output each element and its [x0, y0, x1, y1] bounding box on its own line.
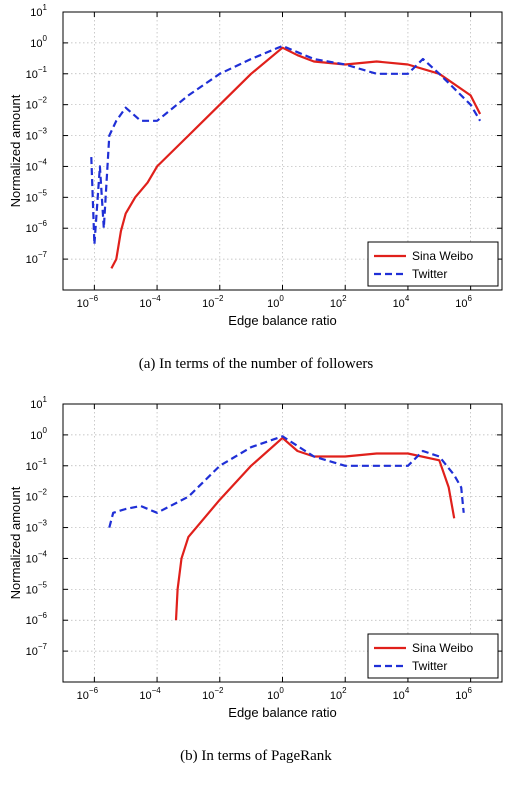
chart-panel-b: 10−6 10−4 10−2 100 102 104 106 10−7 10−6 10−5 10−4… [0, 392, 512, 785]
y-tick-label: 10−1 [26, 457, 48, 473]
chart-b: 10−6 10−4 10−2 100 102 104 106 10−7 10−6 10−5 10−4… [8, 395, 503, 720]
y-tick-label: 10−6 [26, 611, 48, 627]
x-tick-label: 102 [330, 686, 347, 702]
y-tick-label: 10−2 [26, 96, 48, 112]
caption-b: (b) In terms of PageRank [180, 748, 332, 764]
x-tick-label: 102 [330, 294, 347, 310]
y-tick-label: 10−7 [26, 642, 48, 658]
legend-box [367, 241, 499, 287]
y-tick-label: 10−6 [26, 219, 48, 235]
y-tick-label: 10−7 [26, 250, 48, 266]
y-tick-label: 100 [30, 426, 47, 442]
y-tick-label: 10−3 [26, 519, 48, 535]
x-tick-label: 10−2 [202, 294, 224, 310]
chart-a: 10−6 10−4 10−2 100 102 104 106 10−7 10−6 10−5 10−4… [8, 3, 503, 328]
y-tick-label: 10−4 [26, 157, 48, 173]
x-tick-label: 10−4 [139, 686, 161, 702]
y-tick-label: 101 [30, 395, 47, 411]
y-tick-label: 10−4 [26, 549, 48, 565]
series-line-twitter [108, 435, 465, 528]
x-tick-label: 10−6 [77, 686, 99, 702]
y-tick-label: 10−1 [26, 65, 48, 81]
y-tick-label: 10−5 [26, 580, 48, 596]
legend-label: Twitter [412, 267, 447, 281]
y-tick-label: 10−3 [26, 127, 48, 143]
x-tick-label: 100 [267, 686, 284, 702]
y-tick-label: 10−5 [26, 188, 48, 204]
y-axis-label: Normalized amount [8, 94, 23, 207]
x-tick-label: 10−2 [202, 686, 224, 702]
x-tick-label: 10−4 [139, 294, 161, 310]
legend-box [367, 633, 499, 679]
series-line-sina-weibo [110, 46, 482, 269]
series-line-sina-weibo [174, 436, 456, 621]
caption-a: (a) In terms of the number of followers [138, 356, 374, 372]
y-tick-label: 10−2 [26, 488, 48, 504]
x-axis-label: Edge balance ratio [228, 313, 336, 328]
x-tick-label: 10−6 [77, 294, 99, 310]
x-tick-label: 106 [455, 686, 472, 702]
y-axis-label: Normalized amount [8, 486, 23, 599]
x-axis-label: Edge balance ratio [228, 705, 336, 720]
chart-panel-a: 10−6 10−4 10−2 100 102 104 106 10−7 10−6 10−5 10−4… [0, 0, 512, 392]
legend-label: Sina Weibo [412, 641, 473, 655]
x-tick-label: 106 [455, 294, 472, 310]
legend-label: Twitter [412, 659, 447, 673]
x-tick-label: 104 [393, 294, 410, 310]
x-tick-label: 100 [267, 294, 284, 310]
y-tick-label: 101 [30, 3, 47, 19]
legend-label: Sina Weibo [412, 249, 473, 263]
y-tick-label: 100 [30, 34, 47, 50]
x-tick-label: 104 [393, 686, 410, 702]
series-line-twitter [90, 44, 482, 246]
